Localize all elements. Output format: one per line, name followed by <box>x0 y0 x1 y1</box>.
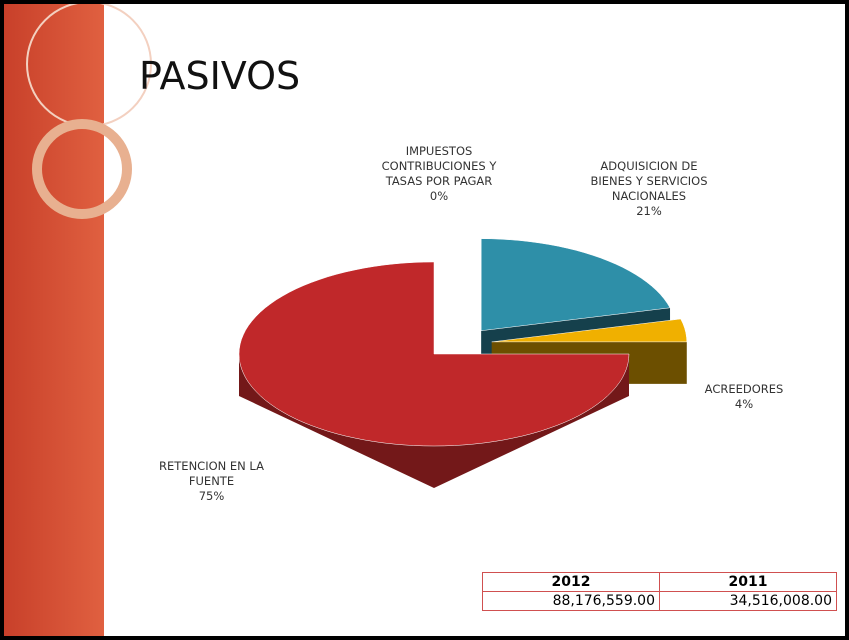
category-name: ADQUISICION DE BIENES Y SERVICIOS NACION… <box>590 159 708 203</box>
chart-title: PASIVOS <box>139 54 301 98</box>
value-label: 0% <box>429 189 449 203</box>
category-name: IMPUESTOS CONTRIBUCIONES Y TASAS POR PAG… <box>381 144 497 188</box>
chart <box>4 4 688 636</box>
table-header: 2012 <box>482 572 660 592</box>
table-cell: 88,176,559.00 <box>482 591 660 611</box>
value-label: 21% <box>636 204 662 218</box>
side-band <box>4 4 104 636</box>
slice <box>491 318 688 343</box>
slice <box>480 238 671 332</box>
value-label: 75% <box>198 489 225 503</box>
slice-wall <box>239 354 629 488</box>
slice <box>238 261 630 447</box>
totals-table: 2012 2011 88,176,559.00 34,516,008.00 <box>482 572 837 611</box>
slice-label: RETENCION EN LA FUENTE 75% <box>144 459 279 504</box>
slice-label: IMPUESTOS CONTRIBUCIONES Y TASAS POR PAG… <box>379 144 499 204</box>
table-header: 2011 <box>659 572 837 592</box>
decor-circle <box>32 119 132 219</box>
value-label: 4% <box>734 397 754 411</box>
slice-label: ACREEDORES 4% <box>689 382 799 412</box>
table-cell: 34,516,008.00 <box>659 591 837 611</box>
slice-label: ADQUISICION DE BIENES Y SERVICIOS NACION… <box>589 159 709 219</box>
category-name: ACREEDORES <box>704 382 784 396</box>
category-name: RETENCION EN LA FUENTE <box>159 459 264 488</box>
